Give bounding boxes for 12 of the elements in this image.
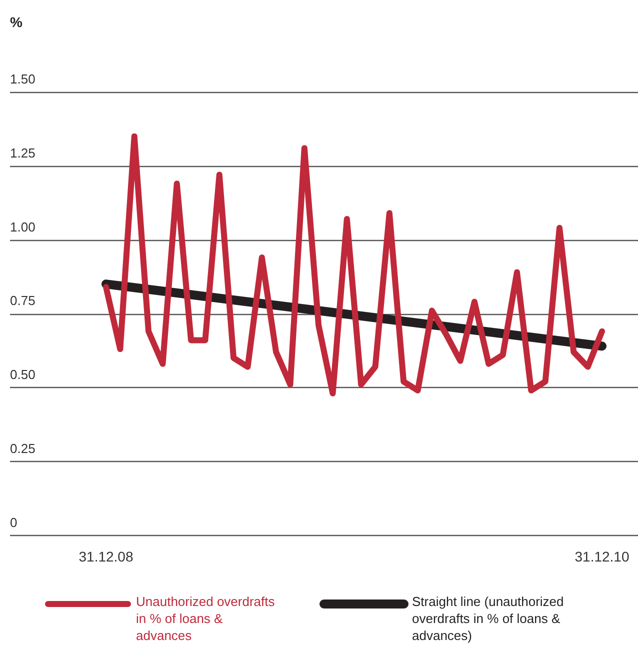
y-tick-label: 0.75 — [10, 293, 36, 308]
x-tick-label: 31.12.10 — [574, 548, 630, 564]
x-tick-label: 31.12.08 — [78, 548, 134, 564]
y-tick-label: 1.50 — [10, 72, 36, 87]
y-axis-title: % — [10, 14, 23, 30]
text: Straight line (unauthorized overdrafts in % of loans & advances) — [412, 594, 564, 644]
text: Unauthorized overdrafts in % of loans & advances — [136, 594, 276, 644]
y-tick-label: 0.50 — [10, 367, 36, 382]
y-tick-label: 0.25 — [10, 440, 36, 456]
y-tick-label: 1.00 — [10, 219, 36, 234]
y-tick-label: 0 — [10, 514, 18, 530]
y-tick-label: 1.25 — [10, 145, 36, 160]
